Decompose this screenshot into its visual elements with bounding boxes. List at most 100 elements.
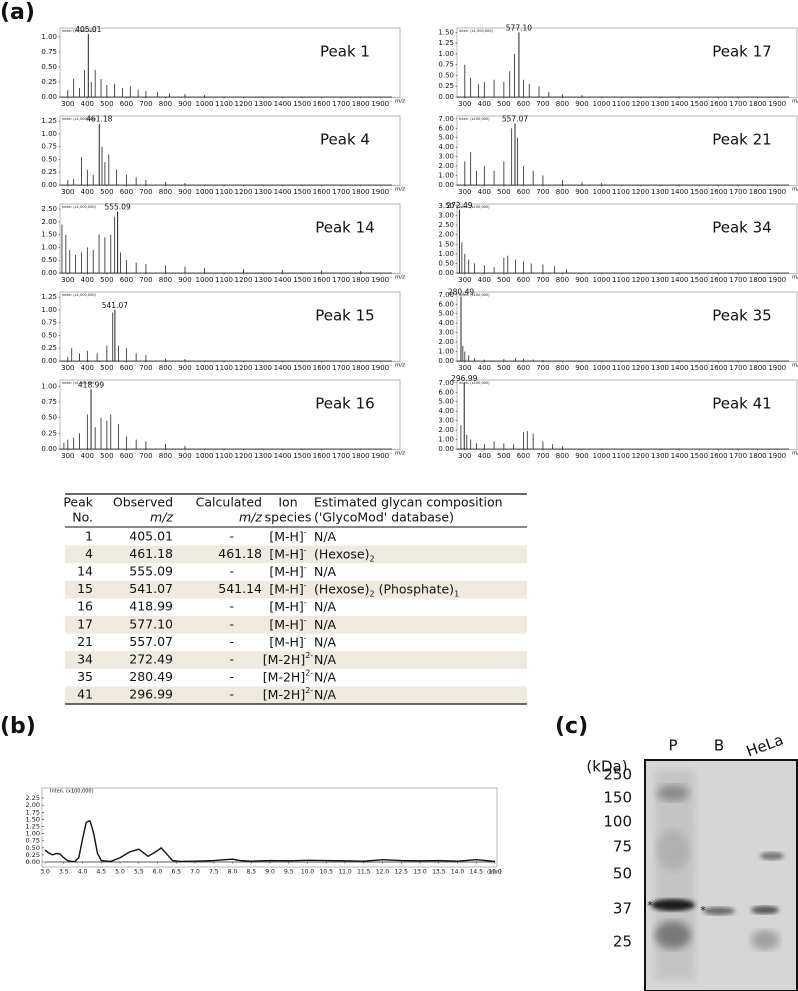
x-axis-label: m/z xyxy=(395,363,405,369)
ion: [M-H] xyxy=(269,581,303,596)
cell: - xyxy=(229,616,234,631)
composition: N/A xyxy=(314,564,337,579)
ion: [M-H] xyxy=(269,616,303,631)
x-tick-label: 800 xyxy=(556,188,569,196)
y-tick-label: 2.50 xyxy=(41,205,57,213)
cell: 35 xyxy=(77,669,93,684)
x-tick-label: 1500 xyxy=(690,452,708,460)
x-tick-label: 900 xyxy=(178,100,191,108)
cell: [M-H]- xyxy=(269,527,306,543)
column-header: No. xyxy=(72,510,93,525)
x-tick-label: 1500 xyxy=(293,188,311,196)
x-tick-label: 700 xyxy=(139,188,152,196)
x-axis-label: m/z xyxy=(395,99,405,105)
x-tick-label: 700 xyxy=(139,364,152,372)
x-tick-label: 1400 xyxy=(274,364,292,372)
x-tick-label: 300 xyxy=(61,452,74,460)
x-tick-label: 1700 xyxy=(332,188,350,196)
x-tick-label: 1300 xyxy=(651,452,669,460)
x-tick-label: 1900 xyxy=(768,452,786,460)
x-tick-label: 1000 xyxy=(593,276,611,284)
x-tick-label: 400 xyxy=(81,364,94,372)
y-unit: Inten. (x100,000) xyxy=(459,293,490,297)
cell: - xyxy=(229,669,234,684)
y-unit: Inten. (x1,000,000) xyxy=(62,205,96,209)
x-tick-label: 1900 xyxy=(768,276,786,284)
x-tick-label: 1800 xyxy=(352,100,370,108)
column-header: Estimated glycan composition xyxy=(314,495,503,510)
x-axis-label: m/z xyxy=(395,187,405,193)
peak-label: 461.18 xyxy=(86,115,112,124)
marker-label: 250 xyxy=(603,766,632,784)
x-tick-label: 500 xyxy=(497,100,510,108)
y-tick-label: 2.00 xyxy=(41,218,57,226)
spectrum-title: Peak 34 xyxy=(712,219,771,237)
x-axis-label: m/z xyxy=(792,363,798,369)
cell: 461.18 xyxy=(129,546,173,561)
x-tick-label: 1800 xyxy=(749,188,767,196)
x-tick-label: 700 xyxy=(139,100,152,108)
x-tick-label: 1600 xyxy=(313,188,331,196)
composition: N/A xyxy=(314,599,337,614)
y-tick-label: 0.00 xyxy=(438,357,454,365)
x-tick-label: 1300 xyxy=(651,188,669,196)
marker-label: 75 xyxy=(613,838,632,856)
y-tick-label: 7.00 xyxy=(438,291,454,299)
composition-count: 2 xyxy=(370,589,375,598)
x-tick-label: 1800 xyxy=(749,100,767,108)
y-tick-label: 0.00 xyxy=(41,445,57,453)
spectrum-title: Peak 17 xyxy=(712,43,771,61)
x-tick-label: 1100 xyxy=(215,452,233,460)
y-tick-label: 0.25 xyxy=(41,168,57,176)
x-tick-label: 1000 xyxy=(593,100,611,108)
x-tick-label: 800 xyxy=(159,188,172,196)
x-tick-label: 900 xyxy=(575,188,588,196)
x-tick-label: 12.5 xyxy=(395,869,409,876)
cell: 4 xyxy=(85,546,93,561)
x-axis-label: m/z xyxy=(792,275,798,281)
x-tick-label: 1500 xyxy=(690,276,708,284)
y-unit: Inten. (x100,000) xyxy=(459,205,490,209)
x-tick-label: 300 xyxy=(61,276,74,284)
x-tick-label: 1800 xyxy=(749,452,767,460)
y-tick-label: 0.75 xyxy=(41,398,57,406)
y-tick-label: 1.00 xyxy=(41,243,57,251)
peak-label: 405.01 xyxy=(75,25,101,34)
y-tick-label: 1.50 xyxy=(438,240,454,248)
marker-label: 100 xyxy=(603,813,632,831)
x-axis-label: (min) xyxy=(487,870,502,876)
cell: 272.49 xyxy=(129,652,173,667)
x-tick-label: 9.5 xyxy=(284,869,294,876)
cell: 16 xyxy=(77,599,93,614)
cell: - xyxy=(229,687,234,702)
x-tick-label: 500 xyxy=(497,452,510,460)
spectrum-title: Peak 1 xyxy=(320,43,370,61)
composition: (Hexose) xyxy=(314,546,370,561)
cell: 541.07 xyxy=(129,581,173,596)
x-tick-label: 900 xyxy=(178,452,191,460)
x-tick-label: 1400 xyxy=(671,276,689,284)
plot-frame xyxy=(59,291,401,362)
y-tick-label: 0.00 xyxy=(41,269,57,277)
x-tick-label: 1900 xyxy=(371,276,389,284)
panel-label: (c) xyxy=(555,714,588,739)
y-tick-label: 0.25 xyxy=(438,82,454,90)
cell: N/A xyxy=(314,616,337,631)
composition-count: 1 xyxy=(454,589,459,598)
y-tick-label: 1.00 xyxy=(438,250,454,258)
x-tick-label: 1200 xyxy=(632,276,650,284)
y-tick-label: 0.50 xyxy=(41,331,57,339)
x-tick-label: 1300 xyxy=(254,276,272,284)
x-tick-label: 900 xyxy=(575,452,588,460)
marker-label: 37 xyxy=(613,900,632,918)
x-tick-label: 700 xyxy=(536,100,549,108)
cell: N/A xyxy=(314,564,337,579)
column-header: Peak xyxy=(63,495,93,510)
x-tick-label: 600 xyxy=(120,188,133,196)
composition: N/A xyxy=(314,687,337,702)
y-tick-label: 0.50 xyxy=(438,259,454,267)
x-tick-label: 1000 xyxy=(593,452,611,460)
x-tick-label: 800 xyxy=(159,364,172,372)
trace xyxy=(44,820,496,863)
